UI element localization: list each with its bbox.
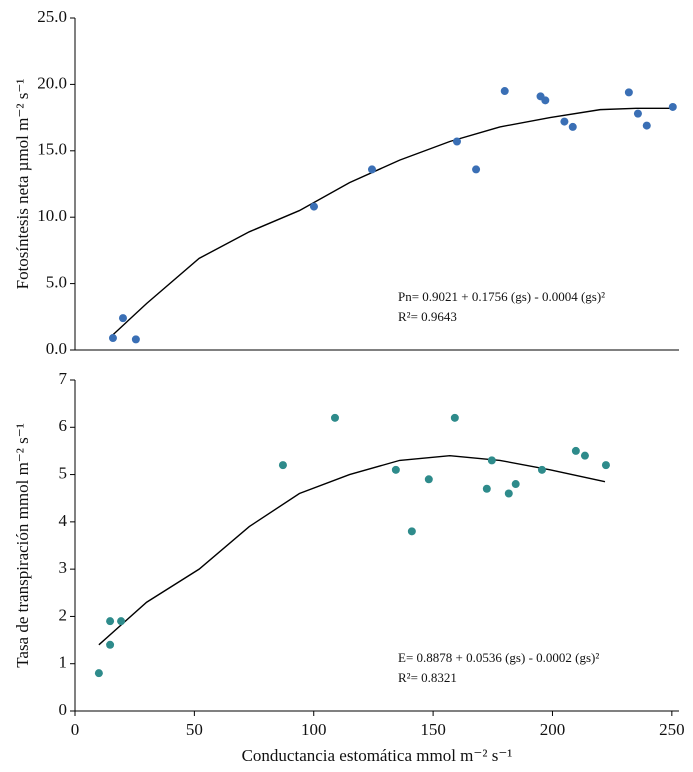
- y-axis-label: Tasa de transpiración mmol m⁻² s⁻¹: [13, 423, 32, 668]
- data-point: [560, 117, 569, 126]
- equation-annotation: R²= 0.9643: [398, 309, 457, 324]
- data-point: [391, 465, 400, 474]
- data-point: [278, 461, 287, 470]
- data-point: [407, 527, 416, 536]
- x-tick-label: 250: [659, 720, 685, 739]
- y-tick-label: 0.0: [46, 339, 67, 358]
- equation-annotation: E= 0.8878 + 0.0536 (gs) - 0.0002 (gs)²: [398, 650, 599, 665]
- x-tick-label: 200: [540, 720, 566, 739]
- data-point: [571, 446, 580, 455]
- data-point: [106, 617, 115, 626]
- x-axis-label: Conductancia estomática mmol m⁻² s⁻¹: [242, 746, 513, 765]
- data-point: [94, 669, 103, 678]
- data-point: [450, 413, 459, 422]
- y-tick-label: 1: [59, 653, 68, 672]
- data-point: [601, 461, 610, 470]
- data-point: [633, 109, 642, 118]
- data-point: [624, 88, 633, 97]
- y-tick-label: 25.0: [37, 7, 67, 26]
- x-tick-label: 0: [71, 720, 80, 739]
- data-point: [309, 202, 318, 211]
- data-point: [580, 451, 589, 460]
- y-tick-label: 3: [59, 558, 68, 577]
- data-point: [330, 413, 339, 422]
- data-point: [424, 475, 433, 484]
- y-tick-label: 15.0: [37, 140, 67, 159]
- x-tick-label: 50: [186, 720, 203, 739]
- equation-annotation: R²= 0.8321: [398, 670, 457, 685]
- fit-curve: [110, 107, 672, 338]
- data-point: [117, 617, 126, 626]
- data-point: [504, 489, 513, 498]
- y-tick-label: 6: [59, 416, 68, 435]
- data-point: [482, 484, 491, 493]
- y-axis-label: Fotosíntesis neta µmol m⁻² s⁻¹: [13, 79, 32, 290]
- y-tick-label: 4: [59, 511, 68, 530]
- data-point: [537, 465, 546, 474]
- y-tick-label: 20.0: [37, 73, 67, 92]
- y-tick-label: 5: [59, 463, 68, 482]
- equation-annotation: Pn= 0.9021 + 0.1756 (gs) - 0.0004 (gs)²: [398, 289, 605, 304]
- x-tick-label: 100: [301, 720, 327, 739]
- data-point: [108, 334, 117, 343]
- y-tick-label: 7: [59, 369, 68, 388]
- data-point: [452, 137, 461, 146]
- data-point: [541, 96, 550, 105]
- data-point: [500, 87, 509, 96]
- data-point: [106, 640, 115, 649]
- fit-curve: [98, 454, 606, 646]
- data-point: [668, 102, 677, 111]
- y-tick-label: 2: [59, 605, 68, 624]
- x-tick-label: 150: [420, 720, 446, 739]
- y-tick-label: 10.0: [37, 206, 67, 225]
- y-tick-label: 5.0: [46, 273, 67, 292]
- data-point: [642, 121, 651, 130]
- data-point: [472, 165, 481, 174]
- data-point: [511, 480, 520, 489]
- data-point: [118, 314, 127, 323]
- y-tick-label: 0: [59, 700, 68, 719]
- data-point: [487, 456, 496, 465]
- data-point: [568, 122, 577, 131]
- data-point: [367, 165, 376, 174]
- data-point: [131, 335, 140, 344]
